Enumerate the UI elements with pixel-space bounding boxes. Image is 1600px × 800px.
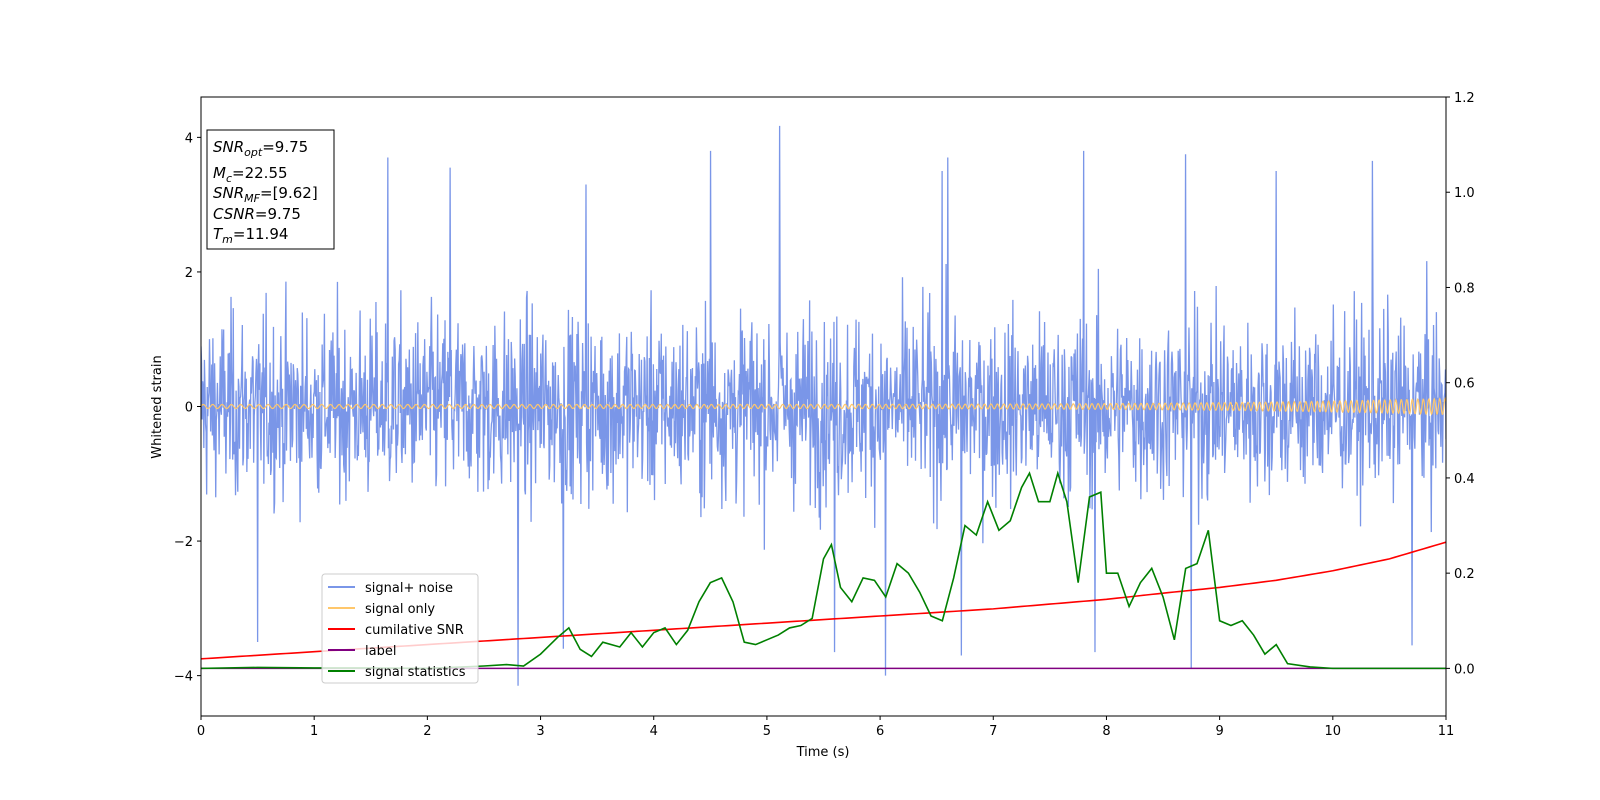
legend-label: signal statistics bbox=[365, 665, 466, 680]
series-line-signal-only bbox=[201, 397, 1446, 416]
x-tick-label: 0 bbox=[197, 724, 205, 739]
annotation-line: CSNR=9.75 bbox=[213, 205, 301, 223]
x-tick-label: 4 bbox=[650, 724, 658, 739]
annotation-line: Tm=11.94 bbox=[213, 225, 288, 246]
x-tick-label: 11 bbox=[1438, 724, 1455, 739]
x-tick-label: 10 bbox=[1325, 724, 1342, 739]
y-tick-label: −4 bbox=[174, 670, 193, 685]
annotation-box-frame bbox=[206, 129, 335, 250]
y2-tick-label: 0.0 bbox=[1454, 662, 1475, 677]
x-tick-label: 1 bbox=[310, 724, 318, 739]
annotation-line: SNRopt=9.75 bbox=[213, 138, 308, 159]
x-tick-label: 8 bbox=[1102, 724, 1110, 739]
y-axis-right: 0.0 0.2 0.4 0.6 0.8 1.0 1.2 bbox=[1446, 91, 1475, 677]
series-line-signal-plus-noise bbox=[201, 125, 1446, 686]
x-axis-label: Time (s) bbox=[796, 745, 850, 760]
x-tick-label: 3 bbox=[536, 724, 544, 739]
x-tick-label: 9 bbox=[1215, 724, 1223, 739]
annotation-line: SNRMF=[9.62] bbox=[213, 184, 318, 205]
x-axis: 0 1 2 3 4 5 6 7 8 9 10 11 bbox=[197, 716, 1454, 739]
y2-tick-label: 1.0 bbox=[1454, 186, 1475, 201]
y2-tick-label: 0.4 bbox=[1454, 472, 1475, 487]
x-tick-label: 5 bbox=[763, 724, 771, 739]
y2-tick-label: 0.2 bbox=[1454, 567, 1475, 582]
y2-tick-label: 1.2 bbox=[1454, 91, 1475, 106]
x-tick-label: 6 bbox=[876, 724, 884, 739]
y2-tick-label: 0.6 bbox=[1454, 377, 1475, 392]
y-axis-left: −4 −2 0 2 4 bbox=[174, 131, 201, 685]
annotation-line: Mc=22.55 bbox=[213, 164, 288, 185]
legend-label: signal only bbox=[365, 602, 435, 617]
x-tick-label: 7 bbox=[989, 724, 997, 739]
y-axis-label: Whitened strain bbox=[150, 355, 165, 458]
y-tick-label: 4 bbox=[185, 131, 193, 146]
y-tick-label: 2 bbox=[185, 266, 193, 281]
legend-label: cumilative SNR bbox=[365, 623, 464, 638]
series-line-signal-statistics bbox=[201, 470, 1446, 670]
y2-tick-label: 0.8 bbox=[1454, 281, 1475, 296]
legend-label: signal+ noise bbox=[365, 581, 453, 596]
annotation-box: SNRopt=9.75 Mc=22.55SNRMF=[9.62]CSNR=9.75… bbox=[206, 129, 335, 250]
legend-label: label bbox=[365, 644, 396, 659]
legend-frame bbox=[321, 573, 479, 684]
y-tick-label: −2 bbox=[174, 535, 193, 550]
x-tick-label: 2 bbox=[423, 724, 431, 739]
y-tick-label: 0 bbox=[185, 401, 193, 416]
legend: signal+ noise signal only cumilative SNR la… bbox=[321, 573, 479, 684]
